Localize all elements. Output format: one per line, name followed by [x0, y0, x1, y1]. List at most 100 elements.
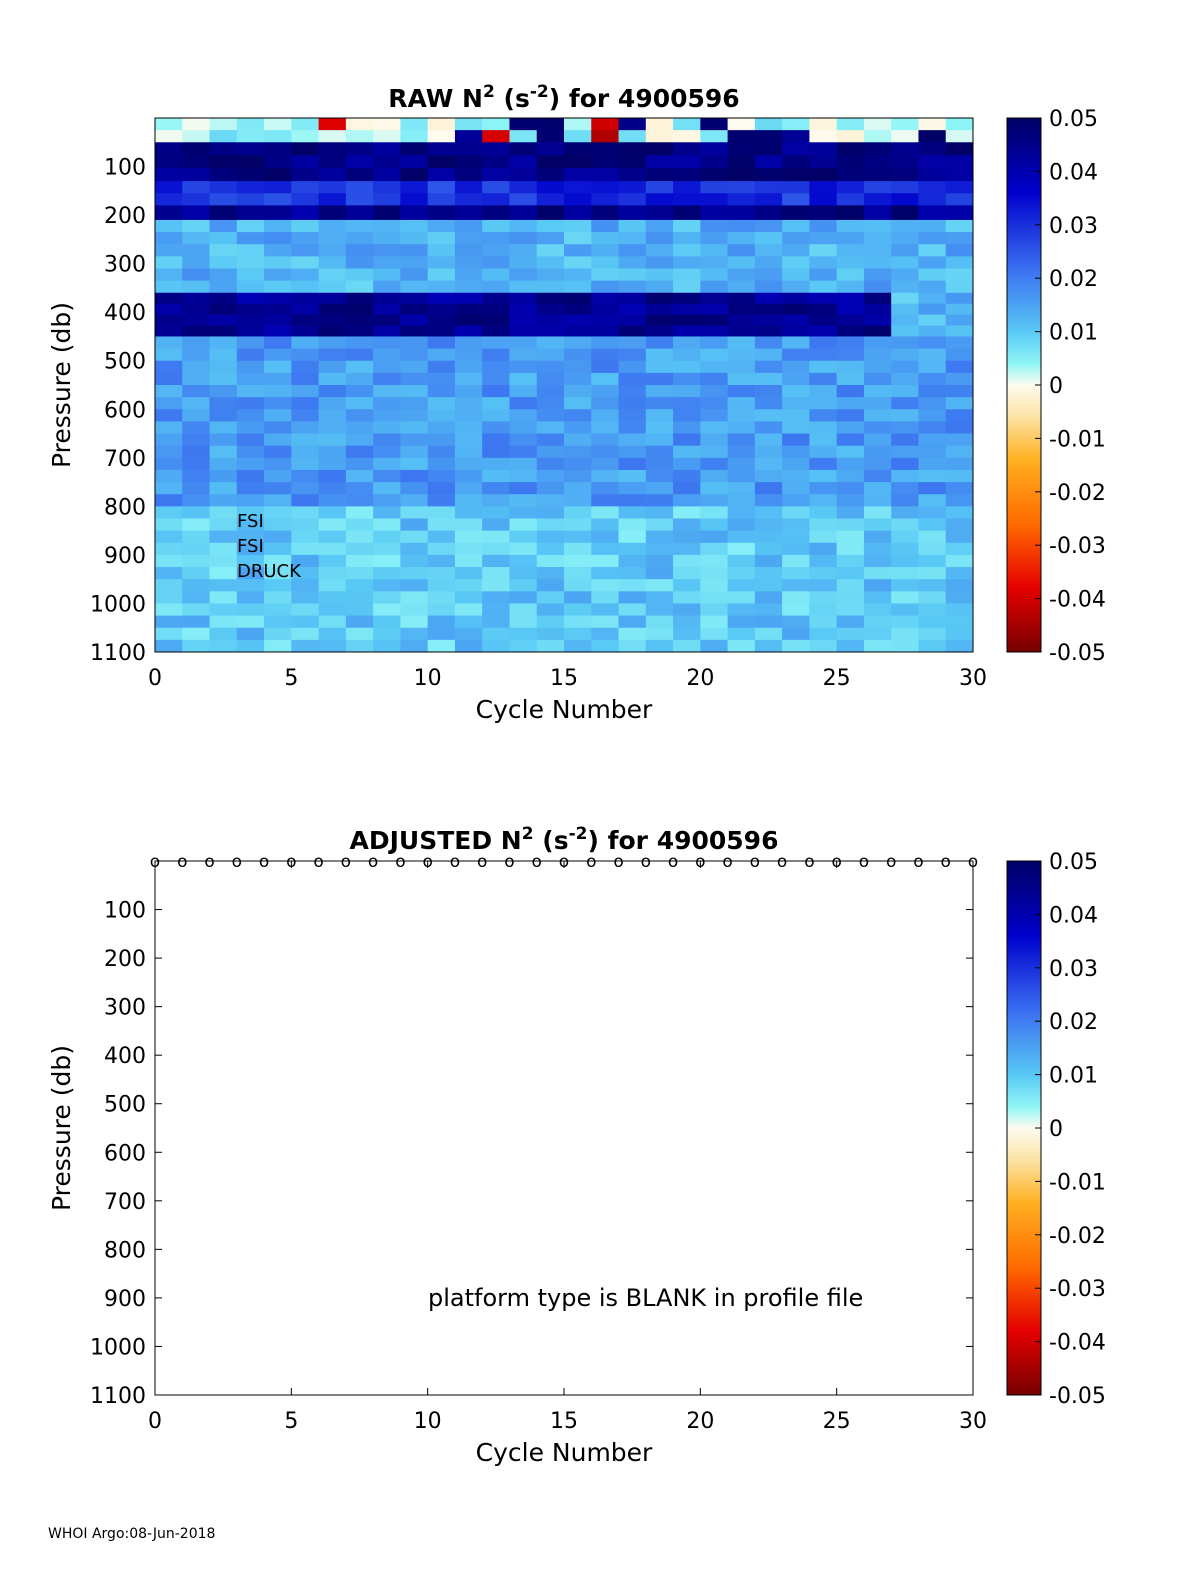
heatmap-cell: [673, 627, 701, 641]
heatmap-cell: [182, 280, 211, 294]
heatmap-cell: [809, 280, 838, 294]
heatmap-cell: [591, 360, 620, 374]
heatmap-cell: [454, 603, 483, 617]
heatmap-cell: [809, 205, 838, 221]
heatmap-cell: [727, 591, 756, 604]
heatmap-cell: [291, 232, 320, 245]
cycle-marker: o: [804, 852, 814, 872]
heatmap-cell: [863, 433, 892, 447]
heatmap-cell: [454, 433, 483, 447]
heatmap-cell: [264, 181, 292, 194]
heatmap-cell: [182, 268, 211, 282]
heatmap-cell: [673, 244, 701, 257]
heatmap-cell: [591, 397, 620, 410]
heatmap-cell: [945, 232, 974, 245]
heatmap-cell: [264, 385, 292, 398]
heatmap-cell: [863, 336, 892, 350]
heatmap-cell: [482, 567, 510, 580]
heatmap-cell: [345, 518, 374, 532]
heatmap-cell: [918, 303, 947, 316]
heatmap-cell: [264, 348, 292, 362]
heatmap-cell: [918, 256, 947, 269]
heatmap-cell: [754, 494, 783, 507]
heatmap-cell: [863, 118, 892, 131]
heatmap-cell: [754, 554, 783, 568]
heatmap-cell: [454, 457, 483, 471]
heatmap-cell: [945, 219, 974, 233]
heatmap-cell: [564, 518, 592, 532]
heatmap-cell: [863, 530, 892, 544]
heatmap-cell: [673, 181, 701, 194]
heatmap-cell: [291, 168, 320, 182]
heatmap-cell: [345, 142, 374, 156]
heatmap-cell: [182, 303, 211, 316]
heatmap-cell: [673, 336, 701, 350]
heatmap-cell: [236, 155, 265, 169]
heatmap-cell: [673, 193, 701, 206]
cycle-marker: o: [586, 852, 596, 872]
heatmap-cell: [345, 232, 374, 245]
heatmap-cell: [536, 232, 565, 245]
heatmap-cell: [673, 482, 701, 495]
heatmap-cell: [482, 219, 510, 233]
heatmap-cell: [591, 445, 620, 459]
heatmap-cell: [536, 579, 565, 592]
heatmap-cell: [891, 372, 919, 386]
heatmap-cell: [564, 181, 592, 194]
heatmap-cell: [345, 280, 374, 294]
heatmap-cell: [318, 433, 347, 447]
heatmap-cell: [836, 433, 865, 447]
heatmap-cell: [373, 268, 401, 282]
heatmap-cell: [454, 372, 483, 386]
heatmap-cell: [700, 385, 729, 398]
heatmap-cell: [591, 385, 620, 398]
heatmap-cell: [645, 445, 674, 459]
heatmap-cell: [400, 554, 429, 568]
heatmap-cell: [727, 542, 756, 556]
heatmap-cell: [155, 506, 183, 519]
heatmap-cell: [754, 142, 783, 156]
heatmap-cell: [236, 219, 265, 233]
heatmap-cell: [264, 530, 292, 544]
heatmap-cell: [727, 181, 756, 194]
heatmap-cell: [318, 193, 347, 206]
heatmap-cell: [345, 554, 374, 568]
heatmap-cell: [618, 118, 647, 131]
heatmap-cell: [782, 542, 810, 556]
heatmap-cell: [209, 325, 238, 337]
heatmap-cell: [236, 142, 265, 156]
heatmap-cell: [400, 482, 429, 495]
heatmap-cell: [727, 421, 756, 435]
heatmap-cell: [182, 397, 211, 410]
heatmap-cell: [673, 232, 701, 245]
heatmap-cell: [645, 372, 674, 386]
heatmap-cell: [673, 205, 701, 221]
raw-colorbar-ticks: 0.05 0.04 0.03 0.02 0.01 0 -0.01 -0.02 -0.03 -0.0…: [1035, 107, 1106, 666]
heatmap-cell: [155, 554, 183, 568]
heatmap-cell: [754, 506, 783, 519]
heatmap-cell: [318, 482, 347, 495]
heatmap-cell: [754, 409, 783, 422]
heatmap-cell: [809, 155, 838, 169]
heatmap-cell: [564, 325, 592, 337]
heatmap-cell: [863, 155, 892, 169]
heatmap-cell: [155, 142, 183, 156]
heatmap-cell: [236, 457, 265, 471]
heatmap-cell: [155, 385, 183, 398]
heatmap-cell: [318, 409, 347, 422]
heatmap-cell: [945, 457, 974, 471]
heatmap-cell: [945, 530, 974, 544]
heatmap-cell: [454, 193, 483, 206]
heatmap-cell: [536, 591, 565, 604]
heatmap-cell: [345, 603, 374, 617]
heatmap-cell: [782, 445, 810, 459]
heatmap-cell: [536, 542, 565, 556]
heatmap-cell: [863, 303, 892, 316]
heatmap-cell: [782, 554, 810, 568]
heatmap-cell: [591, 130, 620, 143]
heatmap-cell: [754, 639, 783, 653]
heatmap-cell: [673, 314, 701, 327]
heatmap-cell: [155, 518, 183, 532]
heatmap-cell: [264, 244, 292, 257]
heatmap-cell: [509, 130, 538, 143]
